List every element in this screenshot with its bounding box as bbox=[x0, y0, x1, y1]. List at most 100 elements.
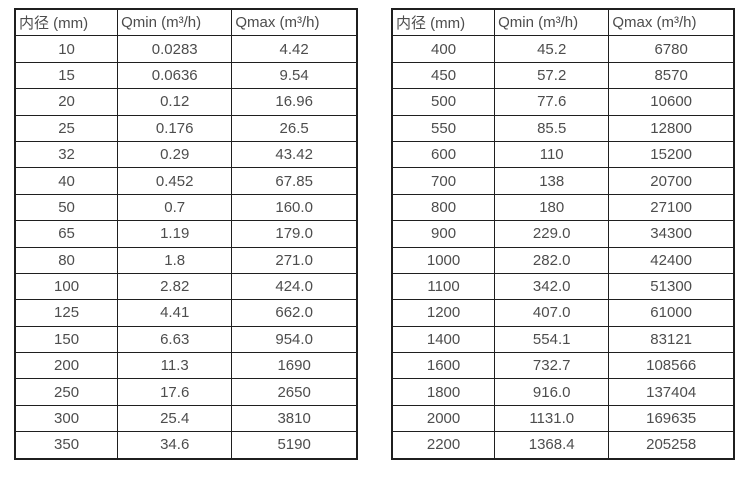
table-cell: 179.0 bbox=[231, 220, 358, 248]
table-cell: 229.0 bbox=[494, 220, 610, 248]
table-row: 1200 407.0 61000 bbox=[391, 299, 735, 327]
table-cell: 732.7 bbox=[494, 352, 610, 380]
table-row: 550 85.5 12800 bbox=[391, 114, 735, 142]
table-row: 450 57.2 8570 bbox=[391, 61, 735, 90]
table-cell: 40 bbox=[14, 167, 119, 195]
table-cell: 11.3 bbox=[117, 352, 233, 380]
table-cell: 0.12 bbox=[117, 88, 233, 116]
table-cell: 137404 bbox=[608, 378, 735, 406]
table-cell: 550 bbox=[391, 114, 496, 142]
table-row: 900 229.0 34300 bbox=[391, 220, 735, 248]
table-cell: 169635 bbox=[608, 404, 735, 433]
table-cell: 80 bbox=[14, 246, 119, 274]
table-cell: 400 bbox=[391, 35, 496, 63]
table-cell: 57.2 bbox=[494, 61, 610, 90]
table-row: 10 0.0283 4.42 bbox=[14, 35, 358, 63]
table-row: 2000 1131.0 169635 bbox=[391, 404, 735, 433]
header-qmin: Qmin (m³/h) bbox=[494, 8, 610, 37]
table-row: 1800 916.0 137404 bbox=[391, 378, 735, 406]
table-row: 600 110 15200 bbox=[391, 140, 735, 169]
table-cell: 300 bbox=[14, 404, 119, 433]
table-cell: 25.4 bbox=[117, 404, 233, 433]
table-cell: 15 bbox=[14, 61, 119, 90]
table-cell: 0.0283 bbox=[117, 35, 233, 63]
table-cell: 42400 bbox=[608, 246, 735, 274]
table-cell: 0.29 bbox=[117, 140, 233, 169]
table-cell: 100 bbox=[14, 272, 119, 301]
table-cell: 1200 bbox=[391, 299, 496, 327]
table-row: 1100 342.0 51300 bbox=[391, 272, 735, 301]
table-cell: 5190 bbox=[231, 431, 358, 460]
table-row: 25 0.176 26.5 bbox=[14, 114, 358, 142]
table-cell: 1.19 bbox=[117, 220, 233, 248]
table-cell: 2650 bbox=[231, 378, 358, 406]
table-cell: 17.6 bbox=[117, 378, 233, 406]
table-cell: 27100 bbox=[608, 193, 735, 222]
table-cell: 1100 bbox=[391, 272, 496, 301]
table-cell: 180 bbox=[494, 193, 610, 222]
header-row: 内径 (mm) Qmin (m³/h) Qmax (m³/h) bbox=[391, 8, 735, 37]
table-cell: 554.1 bbox=[494, 325, 610, 354]
table-cell: 20700 bbox=[608, 167, 735, 195]
table-cell: 900 bbox=[391, 220, 496, 248]
table-cell: 1131.0 bbox=[494, 404, 610, 433]
table-cell: 108566 bbox=[608, 352, 735, 380]
table-cell: 6.63 bbox=[117, 325, 233, 354]
table-row: 700 138 20700 bbox=[391, 167, 735, 195]
table-cell: 700 bbox=[391, 167, 496, 195]
table-cell: 450 bbox=[391, 61, 496, 90]
table-row: 300 25.4 3810 bbox=[14, 404, 358, 433]
table-cell: 32 bbox=[14, 140, 119, 169]
table-cell: 12800 bbox=[608, 114, 735, 142]
table-cell: 342.0 bbox=[494, 272, 610, 301]
table-cell: 61000 bbox=[608, 299, 735, 327]
table-cell: 250 bbox=[14, 378, 119, 406]
table-cell: 43.42 bbox=[231, 140, 358, 169]
table-row: 40 0.452 67.85 bbox=[14, 167, 358, 195]
table-cell: 271.0 bbox=[231, 246, 358, 274]
table-cell: 8570 bbox=[608, 61, 735, 90]
table-row: 80 1.8 271.0 bbox=[14, 246, 358, 274]
table-row: 1600 732.7 108566 bbox=[391, 352, 735, 380]
table-cell: 4.41 bbox=[117, 299, 233, 327]
header-qmax: Qmax (m³/h) bbox=[231, 8, 358, 37]
table-cell: 34.6 bbox=[117, 431, 233, 460]
table-row: 1400 554.1 83121 bbox=[391, 325, 735, 354]
table-cell: 1400 bbox=[391, 325, 496, 354]
water-meter-flow-rate-tables: 内径 (mm) Qmin (m³/h) Qmax (m³/h) 10 0.0283… bbox=[14, 8, 735, 460]
table-cell: 34300 bbox=[608, 220, 735, 248]
table-cell: 2.82 bbox=[117, 272, 233, 301]
table-cell: 65 bbox=[14, 220, 119, 248]
table-row: 1000 282.0 42400 bbox=[391, 246, 735, 274]
header-qmin: Qmin (m³/h) bbox=[117, 8, 233, 37]
table-row: 800 180 27100 bbox=[391, 193, 735, 222]
table-cell: 282.0 bbox=[494, 246, 610, 274]
table-row: 500 77.6 10600 bbox=[391, 88, 735, 116]
table-cell: 200 bbox=[14, 352, 119, 380]
table-cell: 0.0636 bbox=[117, 61, 233, 90]
table-cell: 6780 bbox=[608, 35, 735, 63]
table-cell: 150 bbox=[14, 325, 119, 354]
table-row: 2200 1368.4 205258 bbox=[391, 431, 735, 460]
table-row: 50 0.7 160.0 bbox=[14, 193, 358, 222]
table-cell: 77.6 bbox=[494, 88, 610, 116]
table-cell: 20 bbox=[14, 88, 119, 116]
table-cell: 1600 bbox=[391, 352, 496, 380]
table-row: 150 6.63 954.0 bbox=[14, 325, 358, 354]
table-row: 125 4.41 662.0 bbox=[14, 299, 358, 327]
table-cell: 205258 bbox=[608, 431, 735, 460]
table-cell: 25 bbox=[14, 114, 119, 142]
table-cell: 10600 bbox=[608, 88, 735, 116]
table-cell: 67.85 bbox=[231, 167, 358, 195]
table-row: 100 2.82 424.0 bbox=[14, 272, 358, 301]
table-cell: 0.452 bbox=[117, 167, 233, 195]
table-row: 250 17.6 2650 bbox=[14, 378, 358, 406]
table-cell: 0.176 bbox=[117, 114, 233, 142]
table-row: 400 45.2 6780 bbox=[391, 35, 735, 63]
table-cell: 45.2 bbox=[494, 35, 610, 63]
table-cell: 662.0 bbox=[231, 299, 358, 327]
table-cell: 110 bbox=[494, 140, 610, 169]
table-cell: 4.42 bbox=[231, 35, 358, 63]
table-cell: 0.7 bbox=[117, 193, 233, 222]
header-row: 内径 (mm) Qmin (m³/h) Qmax (m³/h) bbox=[14, 8, 358, 37]
